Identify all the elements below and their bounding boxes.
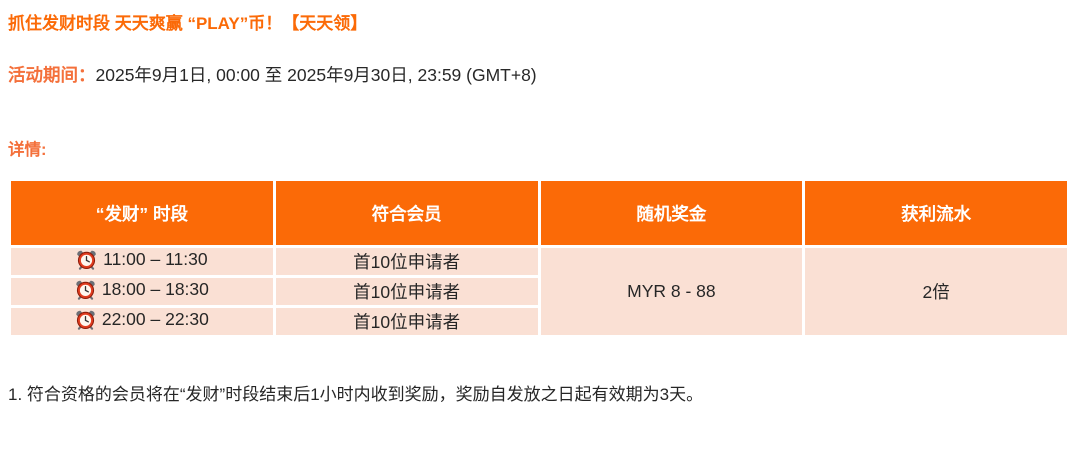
- eligible-members-cell: 首10位申请者: [272, 275, 541, 308]
- time-slot-content: 18:00 – 18:30: [75, 279, 209, 300]
- table-row: 22:00 – 22:30 首10位申请者: [8, 305, 1069, 338]
- header-cell-turnover: 获利流水: [802, 178, 1070, 248]
- details-label: 详情:: [8, 141, 47, 159]
- page-title: 抓住发财时段 天天爽赢 “PLAY”币！【天天领】: [8, 14, 368, 33]
- alarm-clock-icon: [76, 280, 95, 300]
- eligible-members-cell: 首10位申请者: [272, 305, 541, 338]
- alarm-clock-icon: [77, 250, 96, 270]
- time-slot-cell: 18:00 – 18:30: [8, 275, 276, 308]
- header-cell-eligible-members: 符合会员: [272, 178, 541, 248]
- time-slot-text: 22:00 – 22:30: [101, 308, 209, 329]
- table-row: 18:00 – 18:30 首10位申请者: [8, 275, 1069, 308]
- header-row: “发财” 时段 符合会员 随机奖金 获利流水: [8, 178, 1070, 248]
- promo-table-head: “发财” 时段 符合会员 随机奖金 获利流水: [8, 178, 1070, 248]
- activity-period-label: 活动期间：: [8, 65, 96, 85]
- activity-period-value: 2025年9月1日, 00:00 至 2025年9月30日, 23:59 (GM…: [95, 65, 537, 85]
- header-cell-random-bonus: 随机奖金: [537, 178, 806, 248]
- table-row: 11:00 – 11:30 首10位申请者 MYR 8 - 88 2倍: [8, 245, 1070, 338]
- time-slot-cell: 11:00 – 11:30: [8, 245, 276, 278]
- time-slot-cell: 22:00 – 22:30: [8, 305, 276, 338]
- promo-content: 抓住发财时段 天天爽赢 “PLAY”币！【天天领】 活动期间：2025年9月1日…: [8, 14, 1070, 404]
- time-slot-content: 11:00 – 11:30: [76, 248, 208, 270]
- time-slot-text: 11:00 – 11:30: [103, 248, 208, 269]
- terms-note: 1. 符合资格的会员将在“发财”时段结束后1小时内收到奖励，奖励自发放之日起有效…: [8, 385, 704, 404]
- eligible-members-cell: 首10位申请者: [272, 245, 541, 278]
- time-slot-content: 22:00 – 22:30: [75, 309, 209, 330]
- alarm-clock-icon: [76, 310, 95, 330]
- header-cell-time-slot: “发财” 时段: [8, 178, 276, 248]
- turnover-cell: 2倍: [802, 245, 1070, 338]
- promo-table: “发财” 时段 符合会员 随机奖金 获利流水: [8, 178, 1070, 338]
- promo-table-body: 11:00 – 11:30 首10位申请者 MYR 8 - 88 2倍: [8, 245, 1070, 338]
- activity-period: 活动期间：2025年9月1日, 00:00 至 2025年9月30日, 23:5…: [8, 35, 1070, 87]
- time-slot-text: 18:00 – 18:30: [101, 278, 209, 299]
- random-bonus-cell: MYR 8 - 88: [537, 245, 806, 338]
